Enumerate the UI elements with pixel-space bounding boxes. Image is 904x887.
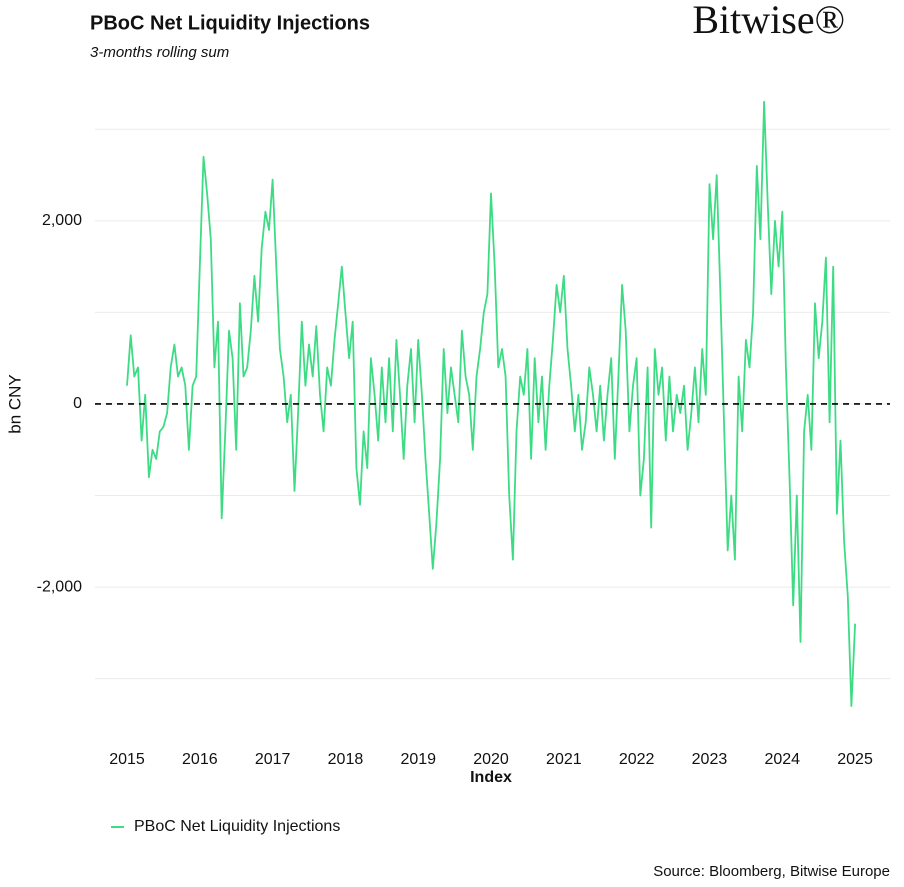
- y-tick-label: 2,000: [42, 212, 82, 229]
- x-tick-label: 2023: [692, 751, 728, 768]
- x-tick-label: 2017: [255, 751, 291, 768]
- legend-label: PBoC Net Liquidity Injections: [134, 818, 340, 835]
- x-tick-label: 2020: [473, 751, 509, 768]
- x-tick-label: 2018: [328, 751, 364, 768]
- x-tick-label: 2022: [619, 751, 655, 768]
- x-tick-label: 2024: [764, 751, 800, 768]
- chart-title: PBoC Net Liquidity Injections: [90, 12, 370, 34]
- y-axis-title: bn CNY: [5, 374, 24, 434]
- x-tick-label: 2016: [182, 751, 218, 768]
- x-tick-label: 2025: [837, 751, 873, 768]
- y-tick-label: -2,000: [37, 578, 82, 595]
- source-note: Source: Bloomberg, Bitwise Europe: [653, 863, 890, 880]
- data-line: [126, 100, 856, 707]
- x-tick-label: 2019: [400, 751, 436, 768]
- brand-logo: Bitwise®: [692, 0, 845, 42]
- chart-subtitle: 3-months rolling sum: [90, 44, 229, 61]
- y-tick-label: 0: [73, 395, 82, 412]
- x-tick-label: 2021: [546, 751, 582, 768]
- x-axis-title: Index: [470, 769, 512, 786]
- x-tick-label: 2015: [109, 751, 145, 768]
